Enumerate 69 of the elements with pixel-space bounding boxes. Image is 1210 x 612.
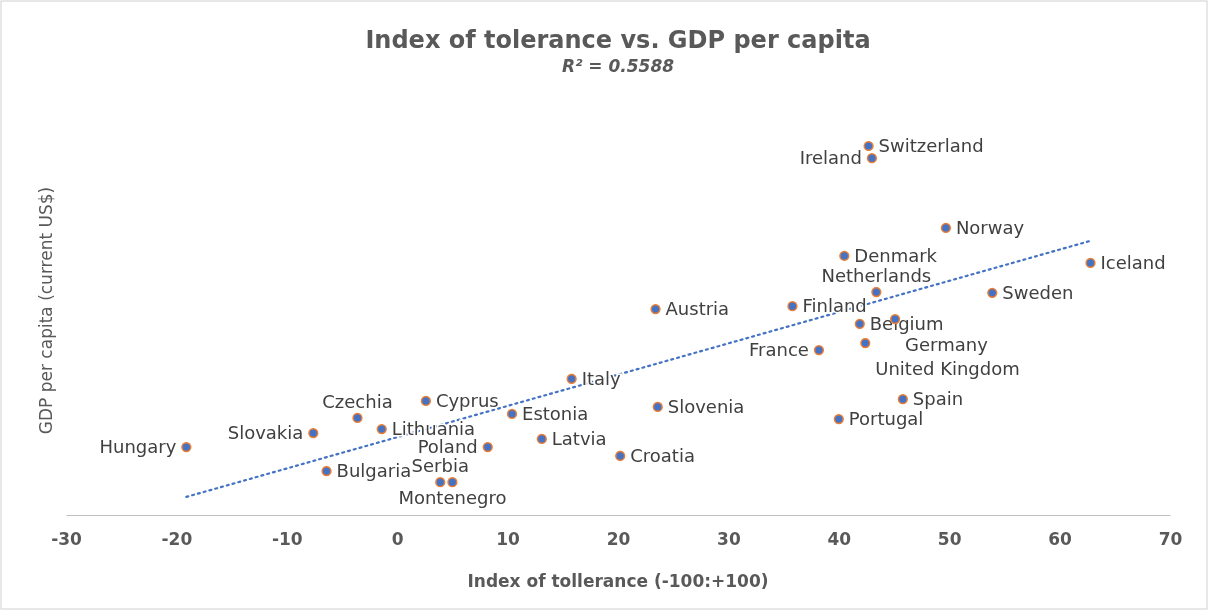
annotation: Switzerland: [878, 135, 984, 156]
point: [376, 423, 387, 435]
annotation: Cyprus: [435, 389, 499, 411]
chart-title: Index of tolerance vs. GDP per capita: [365, 26, 871, 54]
point: [482, 441, 493, 453]
point: [1085, 257, 1096, 269]
x-tick-label: 40: [827, 529, 852, 550]
annotation: Slovakia: [227, 422, 304, 444]
annotation: Portugal: [848, 408, 924, 430]
point: [420, 395, 432, 407]
point: [940, 222, 952, 234]
annotation: United Kingdom: [875, 358, 1020, 380]
annotation: France: [749, 339, 809, 361]
x-tick-label: 60: [1048, 529, 1073, 550]
point: [652, 401, 663, 412]
y-axis-title: GDP per capita (current US$): [36, 186, 56, 435]
x-tick-label: 30: [717, 529, 741, 550]
x-tick-label: 70: [1158, 529, 1183, 550]
annotation: Netherlands: [821, 265, 932, 287]
point: [650, 303, 661, 315]
point: [813, 344, 825, 356]
point: [863, 140, 874, 152]
point: [987, 287, 998, 298]
point: [871, 287, 882, 298]
point: [860, 337, 871, 349]
point: [839, 250, 850, 262]
point: [615, 450, 626, 462]
x-tick-label: 0: [391, 529, 404, 550]
annotation: Montenegro: [398, 487, 507, 509]
point: [352, 412, 363, 424]
annotation: Sweden: [1002, 281, 1074, 303]
point: [854, 318, 865, 329]
point: [506, 408, 518, 420]
annotation: Czechia: [322, 390, 393, 412]
point: [308, 427, 319, 439]
point: [787, 301, 798, 312]
point: [833, 413, 844, 425]
x-tick-label: -10: [271, 529, 303, 550]
annotation: Denmark: [854, 244, 938, 266]
annotation: Latvia: [551, 427, 607, 449]
annotation: Austria: [665, 298, 730, 320]
annotation: Ireland: [799, 147, 862, 169]
point: [435, 477, 446, 488]
point: [447, 477, 458, 488]
annotation: Iceland: [1100, 251, 1166, 273]
annotation: Croatia: [630, 444, 695, 466]
point: [181, 441, 192, 453]
x-tick-label: 20: [606, 529, 631, 550]
point: [897, 394, 908, 405]
x-axis-title: Index of tollerance (-100:+100): [467, 571, 769, 591]
point: [566, 373, 577, 384]
annotation: Spain: [912, 388, 964, 410]
annotation: Serbia: [411, 455, 469, 477]
annotation: Norway: [955, 216, 1025, 238]
x-tick-label: 10: [496, 529, 521, 550]
annotation: Finland: [802, 295, 867, 317]
annotation: Poland: [417, 436, 478, 458]
annotation: Bulgaria: [336, 460, 412, 482]
x-tick-label: 50: [937, 529, 962, 550]
annotation: Hungary: [99, 436, 177, 458]
annotation: Slovenia: [667, 395, 745, 417]
point: [866, 153, 878, 164]
point: [536, 433, 547, 445]
x-tick-label: -30: [51, 529, 83, 550]
x-tick-label: -20: [161, 529, 193, 550]
point: [321, 465, 332, 477]
annotation: Germany: [905, 334, 989, 356]
text: R² = 0.5588: [561, 56, 675, 76]
annotation: Estonia: [522, 402, 589, 424]
